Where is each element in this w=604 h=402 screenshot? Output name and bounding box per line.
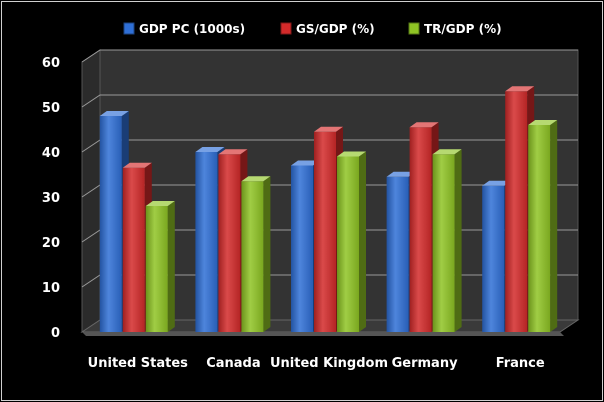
- bar-front: [145, 206, 168, 332]
- bar-front: [241, 181, 264, 332]
- gridline: [81, 49, 578, 63]
- bar-front: [291, 165, 313, 332]
- bar: [337, 151, 366, 332]
- bar-front: [505, 91, 528, 332]
- bar-side: [263, 176, 271, 332]
- y-tick-label: 50: [42, 101, 60, 116]
- bar-front: [409, 127, 432, 332]
- bar-front: [386, 176, 409, 332]
- legend-swatch: [408, 22, 420, 35]
- x-tick-label: France: [496, 356, 545, 371]
- y-tick-label: 10: [42, 281, 60, 296]
- bar-front: [218, 154, 241, 332]
- y-tick-label: 20: [42, 236, 60, 251]
- bar-front: [482, 185, 505, 332]
- bar-top: [314, 126, 343, 132]
- bar: [528, 120, 558, 332]
- bar-front: [314, 131, 336, 332]
- floor-edge: [82, 332, 564, 336]
- bar-top: [505, 86, 535, 92]
- bar-front: [337, 156, 359, 332]
- bar-top: [386, 171, 416, 177]
- bar-top: [218, 149, 248, 155]
- bar: [432, 149, 462, 332]
- legend-item: TR/GDP (%): [408, 22, 502, 36]
- y-tick-label: 0: [51, 326, 60, 341]
- bar-front: [122, 167, 145, 332]
- bar-top: [337, 151, 366, 157]
- legend: GDP PC (1000s) GS/GDP (%) TR/GDP (%): [123, 22, 502, 36]
- legend-swatch: [280, 22, 292, 35]
- bar-top: [409, 122, 439, 128]
- bar-top: [291, 160, 320, 166]
- legend-label: GDP PC (1000s): [139, 22, 245, 36]
- bar-side: [359, 151, 366, 332]
- bar: [241, 176, 271, 332]
- x-tick-label: United States: [88, 356, 189, 371]
- bar-front: [195, 152, 218, 332]
- y-tick-label: 60: [42, 56, 60, 71]
- bar-side: [550, 120, 558, 332]
- y-tick-label: 40: [42, 146, 60, 161]
- legend-item: GDP PC (1000s): [123, 22, 245, 36]
- bar-front: [432, 154, 455, 332]
- bar-top: [528, 120, 558, 125]
- y-axis: 0 10 20 30 40 50 60: [42, 56, 60, 341]
- bar-top: [195, 147, 225, 152]
- bar-top: [482, 180, 512, 186]
- bar-top: [432, 149, 462, 155]
- bars: [99, 86, 558, 332]
- x-tick-label: United Kingdom: [270, 356, 388, 371]
- bar-side: [454, 149, 462, 332]
- bar-top: [99, 111, 129, 116]
- bar-top: [241, 176, 271, 182]
- bar-front: [528, 125, 551, 332]
- legend-item: GS/GDP (%): [280, 22, 375, 36]
- gridline: [81, 94, 578, 108]
- bar: [145, 201, 175, 332]
- legend-label: GS/GDP (%): [296, 22, 375, 36]
- bar-side: [167, 201, 175, 332]
- x-tick-label: Canada: [206, 356, 260, 371]
- y-tick-label: 30: [42, 191, 60, 206]
- legend-swatch: [123, 22, 135, 35]
- bar-top: [122, 162, 152, 168]
- bar-top: [145, 201, 175, 206]
- bar-front: [99, 116, 122, 332]
- legend-label: TR/GDP (%): [424, 22, 502, 36]
- x-axis: United States Canada United Kingdom Germany…: [88, 356, 545, 371]
- x-tick-label: Germany: [392, 356, 458, 371]
